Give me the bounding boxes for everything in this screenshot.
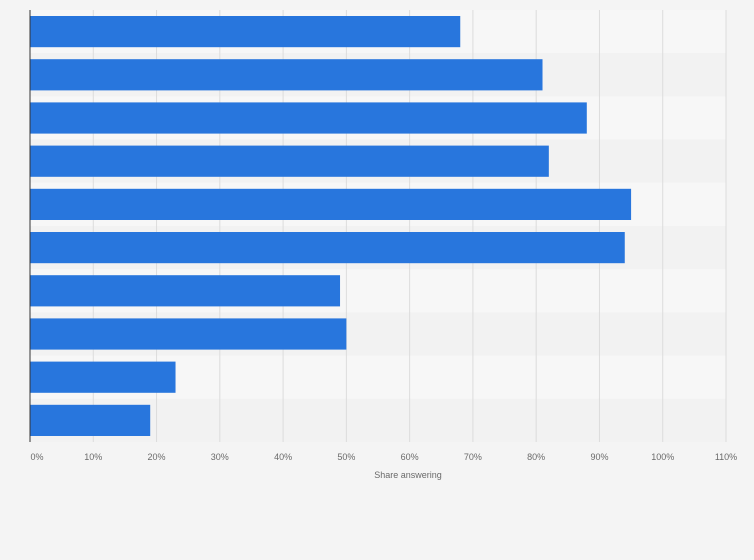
x-axis-title: Share answering xyxy=(374,470,442,480)
bar xyxy=(30,145,549,177)
x-tick-label: 100% xyxy=(651,452,674,462)
x-tick-label: 0% xyxy=(30,452,43,462)
x-tick-label: 30% xyxy=(211,452,229,462)
bar xyxy=(30,102,587,134)
x-tick-label: 90% xyxy=(590,452,608,462)
x-tick-label: 20% xyxy=(148,452,166,462)
bar xyxy=(30,275,341,307)
bar xyxy=(30,188,632,220)
x-tick-label: 110% xyxy=(715,452,737,462)
x-tick-label: 80% xyxy=(527,452,545,462)
bar xyxy=(30,232,625,264)
x-tick-label: 60% xyxy=(401,452,419,462)
x-tick-label: 50% xyxy=(337,452,355,462)
bar xyxy=(30,59,543,91)
bar-series xyxy=(30,16,632,436)
bar xyxy=(30,361,176,393)
x-tick-label: 70% xyxy=(464,452,482,462)
bar xyxy=(30,318,347,350)
bar xyxy=(30,404,151,436)
x-axis-ticks: 0% 10% 20% 30% 40% 50% 60% 70% 80% 90% 100% 110% xyxy=(30,452,737,462)
x-tick-label: 10% xyxy=(84,452,102,462)
bar xyxy=(30,16,461,48)
x-tick-label: 40% xyxy=(274,452,292,462)
